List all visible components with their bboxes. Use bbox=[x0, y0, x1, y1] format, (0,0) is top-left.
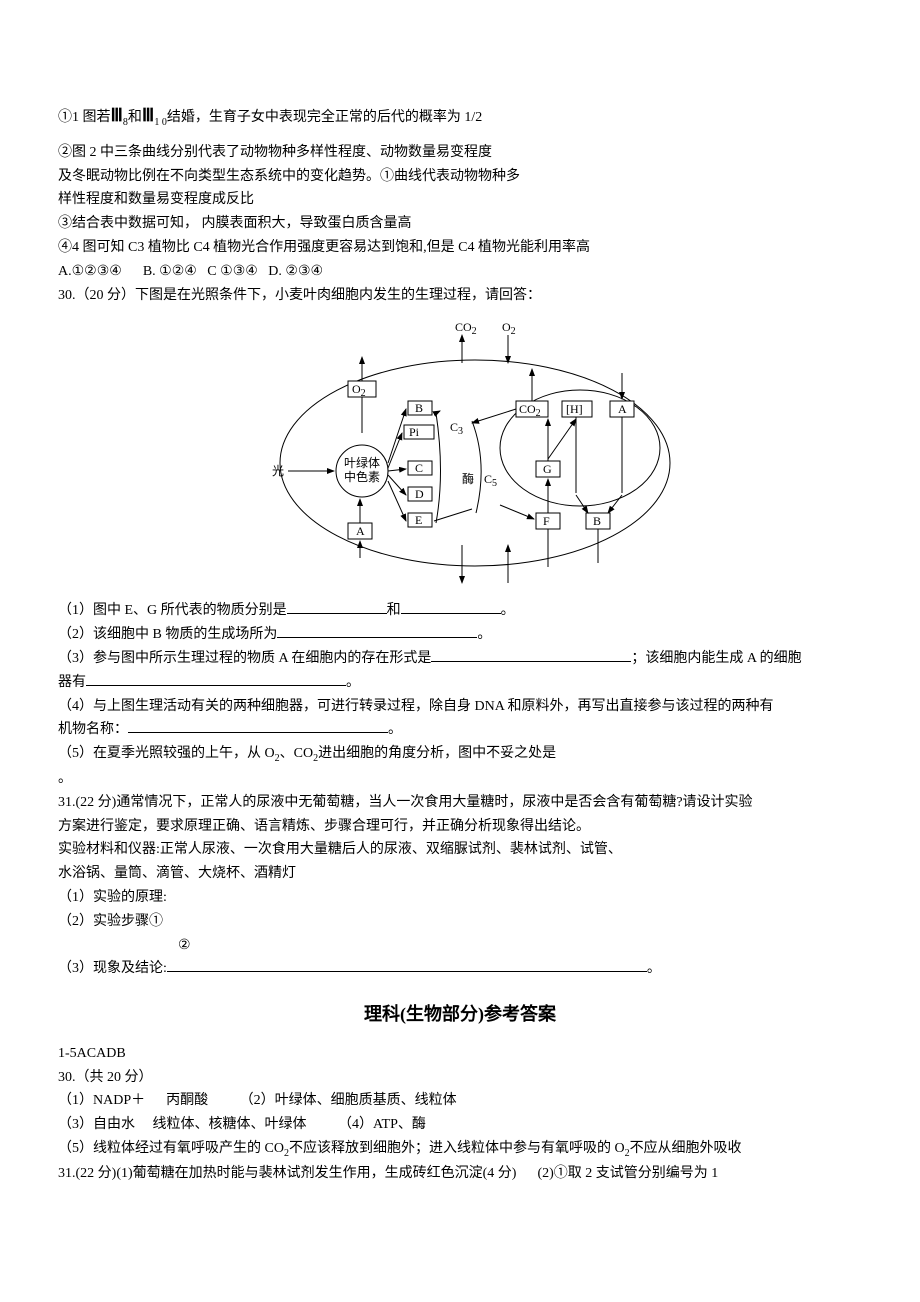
q31-p2b: ② bbox=[58, 934, 862, 958]
text: 和 bbox=[128, 110, 142, 125]
svg-text:中色素: 中色素 bbox=[344, 469, 380, 484]
q30-3b: 器有 。 bbox=[58, 671, 862, 695]
text: 。 bbox=[501, 603, 515, 618]
text: 。 bbox=[647, 961, 661, 976]
options: A.①②③④ B. ①②④ C ①③④ D. ②③④ bbox=[58, 260, 862, 284]
text: 器有 bbox=[58, 675, 86, 690]
text: 。 bbox=[346, 675, 360, 690]
svg-text:B: B bbox=[593, 514, 601, 528]
svg-text:光: 光 bbox=[272, 464, 284, 478]
text: （1）图中 E、G 所代表的物质分别是 bbox=[58, 603, 287, 618]
svg-text:E: E bbox=[415, 513, 422, 527]
q30-head: 30.（20 分）下图是在光照条件下，小麦叶肉细胞内发生的生理过程，请回答： bbox=[58, 284, 862, 308]
label-co2-top: CO2 bbox=[455, 320, 477, 337]
statement-4: ④4 图可知 C3 植物比 C4 植物光合作用强度更容易达到饱和,但是 C4 植… bbox=[58, 236, 862, 260]
roman: Ⅲ bbox=[111, 105, 123, 125]
answers-title: 理科(生物部分)参考答案 bbox=[58, 999, 862, 1030]
blank bbox=[86, 672, 346, 686]
label-o2-top: O2 bbox=[502, 320, 516, 337]
statement-1: ①1 图若Ⅲ8和Ⅲ1 0结婚，生育子女中表现完全正常的后代的概率为 1/2 bbox=[58, 100, 862, 131]
blank bbox=[128, 719, 388, 733]
ans-1-5: 1-5ACADB bbox=[58, 1042, 862, 1066]
blank bbox=[401, 600, 501, 614]
q31-materials2: 水浴锅、量筒、滴管、大烧杯、酒精灯 bbox=[58, 862, 862, 886]
svg-text:C5: C5 bbox=[484, 472, 497, 489]
blank bbox=[431, 648, 631, 662]
svg-text:D: D bbox=[415, 487, 424, 501]
ans-30-1: （1）NADP＋ 丙酮酸 （2）叶绿体、细胞质基质、线粒体 bbox=[58, 1089, 862, 1113]
q30-3: （3）参与图中所示生理过程的物质 A 在细胞内的存在形式是 ；该细胞内能生成 A … bbox=[58, 647, 862, 671]
svg-text:F: F bbox=[543, 514, 550, 528]
svg-text:A: A bbox=[618, 402, 627, 416]
q30-4b: 机物名称： 。 bbox=[58, 718, 862, 742]
q31-p2: （2）实验步骤① bbox=[58, 910, 862, 934]
svg-text:A: A bbox=[356, 524, 365, 538]
q31-head: 31.(22 分)通常情况下，正常人的尿液中无葡萄糖，当人一次食用大量糖时，尿液… bbox=[58, 791, 862, 815]
ans-30-5: （5）线粒体经过有氧呼吸产生的 CO2不应该释放到细胞外；进入线粒体中参与有氧呼… bbox=[58, 1137, 862, 1162]
text: 机物名称： bbox=[58, 722, 128, 737]
svg-text:C: C bbox=[415, 461, 423, 475]
text: 。 bbox=[477, 627, 491, 642]
q31-p3: （3）现象及结论: 。 bbox=[58, 957, 862, 981]
text: 结婚，生育子女中表现完全正常的后代的概率为 1/2 bbox=[167, 110, 482, 125]
statement-2b: 及冬眠动物比例在不向类型生态系统中的变化趋势。①曲线代表动物物种多 bbox=[58, 165, 862, 189]
blank bbox=[277, 624, 477, 638]
q30-4a: （4）与上图生理活动有关的两种细胞器，可进行转录过程，除自身 DNA 和原料外，… bbox=[58, 695, 862, 719]
text: （3）现象及结论: bbox=[58, 961, 167, 976]
statement-2c: 样性程度和数量易变程度成反比 bbox=[58, 188, 862, 212]
text: （2）该细胞中 B 物质的生成场所为 bbox=[58, 627, 277, 642]
text: 进出细胞的角度分析，图中不妥之处是 bbox=[318, 746, 556, 761]
svg-text:B: B bbox=[415, 401, 423, 415]
text: （5）线粒体经过有氧呼吸产生的 CO bbox=[58, 1141, 284, 1156]
roman: Ⅲ bbox=[142, 105, 154, 125]
svg-text:C3: C3 bbox=[450, 420, 463, 437]
svg-text:Pi: Pi bbox=[409, 425, 420, 439]
q30-1: （1）图中 E、G 所代表的物质分别是 和 。 bbox=[58, 599, 862, 623]
svg-text:酶: 酶 bbox=[462, 471, 474, 486]
svg-text:[H]: [H] bbox=[566, 402, 583, 416]
cell-diagram: CO2 O2 O2 叶绿体 中色素 光 A B Pi C D E bbox=[58, 313, 862, 593]
text: （3）参与图中所示生理过程的物质 A 在细胞内的存在形式是 bbox=[58, 651, 431, 666]
q30-2: （2）该细胞中 B 物质的生成场所为 。 bbox=[58, 623, 862, 647]
ans-30h: 30.（共 20 分） bbox=[58, 1066, 862, 1090]
q31-materials: 实验材料和仪器:正常人尿液、一次食用大量糖后人的尿液、双缩脲试剂、裴林试剂、试管… bbox=[58, 838, 862, 862]
text: 。 bbox=[388, 722, 402, 737]
text: ①1 图若 bbox=[58, 110, 111, 125]
sub: 1 0 bbox=[154, 117, 167, 128]
ans-31: 31.(22 分)(1)葡萄糖在加热时能与裴林试剂发生作用，生成砖红色沉淀(4 … bbox=[58, 1162, 862, 1186]
text: （5）在夏季光照较强的上午，从 O bbox=[58, 746, 275, 761]
text: 和 bbox=[387, 603, 401, 618]
svg-text:叶绿体: 叶绿体 bbox=[344, 455, 380, 470]
svg-text:G: G bbox=[543, 462, 552, 476]
q30-5c: 。 bbox=[58, 767, 862, 791]
statement-2a: ②图 2 中三条曲线分别代表了动物物种多样性程度、动物数量易变程度 bbox=[58, 141, 862, 165]
q31-head2: 方案进行鉴定，要求原理正确、语言精炼、步骤合理可行，并正确分析现象得出结论。 bbox=[58, 815, 862, 839]
text: 、CO bbox=[280, 746, 313, 761]
blank bbox=[167, 958, 647, 972]
q31-p1: （1）实验的原理: bbox=[58, 886, 862, 910]
blank bbox=[287, 600, 387, 614]
q30-5: （5）在夏季光照较强的上午，从 O2、CO2进出细胞的角度分析，图中不妥之处是 bbox=[58, 742, 862, 767]
ans-30-3: （3）自由水 线粒体、核糖体、叶绿体 （4）ATP、酶 bbox=[58, 1113, 862, 1137]
statement-3: ③结合表中数据可知， 内膜表面积大，导致蛋白质含量高 bbox=[58, 212, 862, 236]
text: ；该细胞内能生成 A 的细胞 bbox=[631, 651, 801, 666]
text: 不应该释放到细胞外；进入线粒体中参与有氧呼吸的 O bbox=[289, 1141, 625, 1156]
text: 不应从细胞外吸收 bbox=[630, 1141, 742, 1156]
